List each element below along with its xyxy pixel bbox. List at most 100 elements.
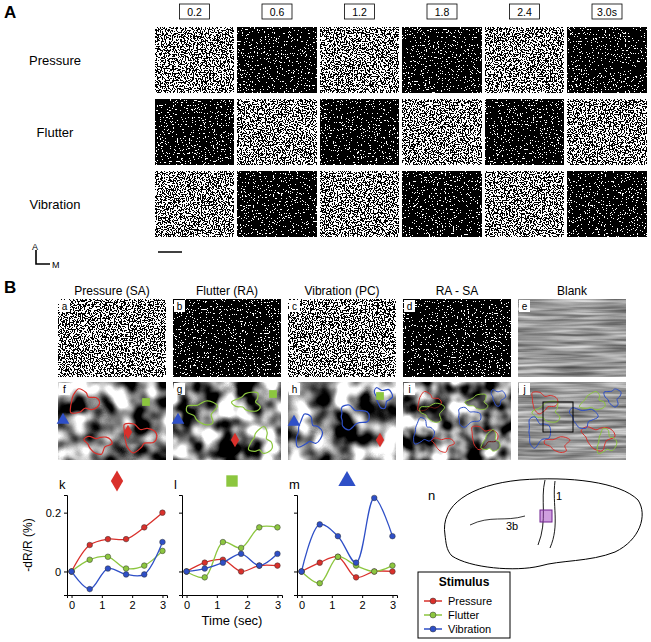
- data-point: [275, 551, 281, 557]
- axis-line: [294, 496, 298, 596]
- contour: [296, 414, 322, 447]
- legend-swatch: [430, 598, 436, 604]
- time-label: 2.4: [517, 6, 532, 18]
- panel-header: Vibration (PC): [304, 284, 379, 298]
- axis-line: [298, 596, 398, 599]
- tick-mark: [64, 513, 67, 514]
- image-panel: [568, 171, 647, 237]
- tick-label: 3: [390, 599, 396, 611]
- data-point: [105, 566, 111, 572]
- contour: [529, 417, 551, 449]
- panel-letter: d: [407, 301, 413, 312]
- tick: [294, 513, 297, 514]
- tick: [179, 513, 182, 514]
- tick-label: 3: [275, 599, 281, 611]
- tick-label: 0: [55, 565, 61, 577]
- panel-header: Blank: [557, 284, 588, 298]
- chart-symbol: [226, 475, 237, 486]
- data-point: [105, 554, 111, 560]
- tick: 3: [390, 595, 396, 611]
- tick-mark: [179, 513, 182, 514]
- data-point: [105, 536, 111, 542]
- y-axis: [294, 496, 298, 596]
- data-point: [123, 572, 129, 578]
- tick-label: 1: [99, 599, 105, 611]
- image-panel: [155, 99, 234, 165]
- data-point: [202, 560, 208, 566]
- data-point: [317, 522, 323, 528]
- data-point: [371, 495, 377, 501]
- series-line: [187, 526, 278, 577]
- plot-area: [184, 525, 281, 581]
- tick: 2: [130, 595, 136, 611]
- data-point: [390, 533, 396, 539]
- image-panel: [403, 99, 482, 165]
- image-panel: [403, 382, 511, 460]
- data-point: [87, 586, 93, 592]
- image-panel: [288, 299, 396, 377]
- panel-letter: g: [177, 384, 183, 395]
- panel-letter: c: [292, 301, 297, 312]
- row-label: Vibration: [29, 197, 80, 212]
- y-axis-title: -dR/R (%): [21, 518, 35, 571]
- tick: 2: [360, 595, 366, 611]
- time-box: [345, 4, 375, 19]
- data-point: [371, 569, 377, 575]
- plot-area: [299, 495, 396, 586]
- data-point: [335, 554, 341, 560]
- image-panel: [238, 171, 317, 237]
- letter-box: [59, 383, 70, 395]
- letter-box: [289, 383, 300, 395]
- tick-mark: [179, 571, 182, 572]
- data-point: [390, 569, 396, 575]
- brain-diagram: 13bn: [428, 479, 642, 569]
- data-point: [335, 554, 341, 560]
- panel-header: RA - SA: [436, 284, 479, 298]
- orientation-label: M: [52, 260, 60, 270]
- contour: [459, 407, 481, 427]
- image-panel: [173, 299, 281, 377]
- panel-letter: j: [522, 384, 525, 395]
- panel-header: Flutter (RA): [196, 284, 258, 298]
- panel-letter: b: [177, 301, 183, 312]
- data-point: [87, 542, 93, 548]
- tick-mark: [217, 595, 218, 598]
- panel-letter: e: [522, 301, 528, 312]
- axis-line: [183, 596, 283, 599]
- contour: [491, 390, 506, 407]
- y-axis: 00.2: [46, 496, 68, 596]
- image-panel: [58, 299, 166, 377]
- data-point: [202, 566, 208, 572]
- brain-outline: [444, 479, 642, 569]
- roi-symbol: [376, 392, 384, 400]
- contour: [465, 394, 488, 409]
- image-panel: [403, 171, 482, 237]
- letter-box: [404, 383, 415, 395]
- orientation-label: A: [32, 242, 38, 252]
- image-panel: [518, 299, 626, 377]
- data-point: [256, 525, 262, 531]
- data-point: [238, 569, 244, 575]
- tick-label: 0.2: [46, 507, 61, 519]
- time-label: 0.2: [187, 6, 202, 18]
- letter-box: [404, 300, 415, 312]
- data-point: [184, 569, 190, 575]
- tick: 0: [299, 595, 305, 611]
- tick: 0: [69, 595, 75, 611]
- letter-box: [519, 300, 530, 312]
- data-point: [238, 551, 244, 557]
- data-point: [141, 563, 147, 569]
- tick-mark: [102, 595, 103, 598]
- tick-mark: [332, 595, 333, 598]
- legend: StimulusPressureFlutterVibration: [418, 572, 510, 638]
- data-point: [160, 510, 166, 516]
- tick: 1: [214, 595, 220, 611]
- tick: 3: [160, 595, 166, 611]
- tick-mark: [294, 513, 297, 514]
- contour: [581, 427, 615, 451]
- tick-label: 3: [160, 599, 166, 611]
- panel-header: Pressure (SA): [74, 284, 149, 298]
- image-panel: [485, 171, 564, 237]
- tick-mark: [247, 595, 248, 598]
- contour: [70, 389, 99, 413]
